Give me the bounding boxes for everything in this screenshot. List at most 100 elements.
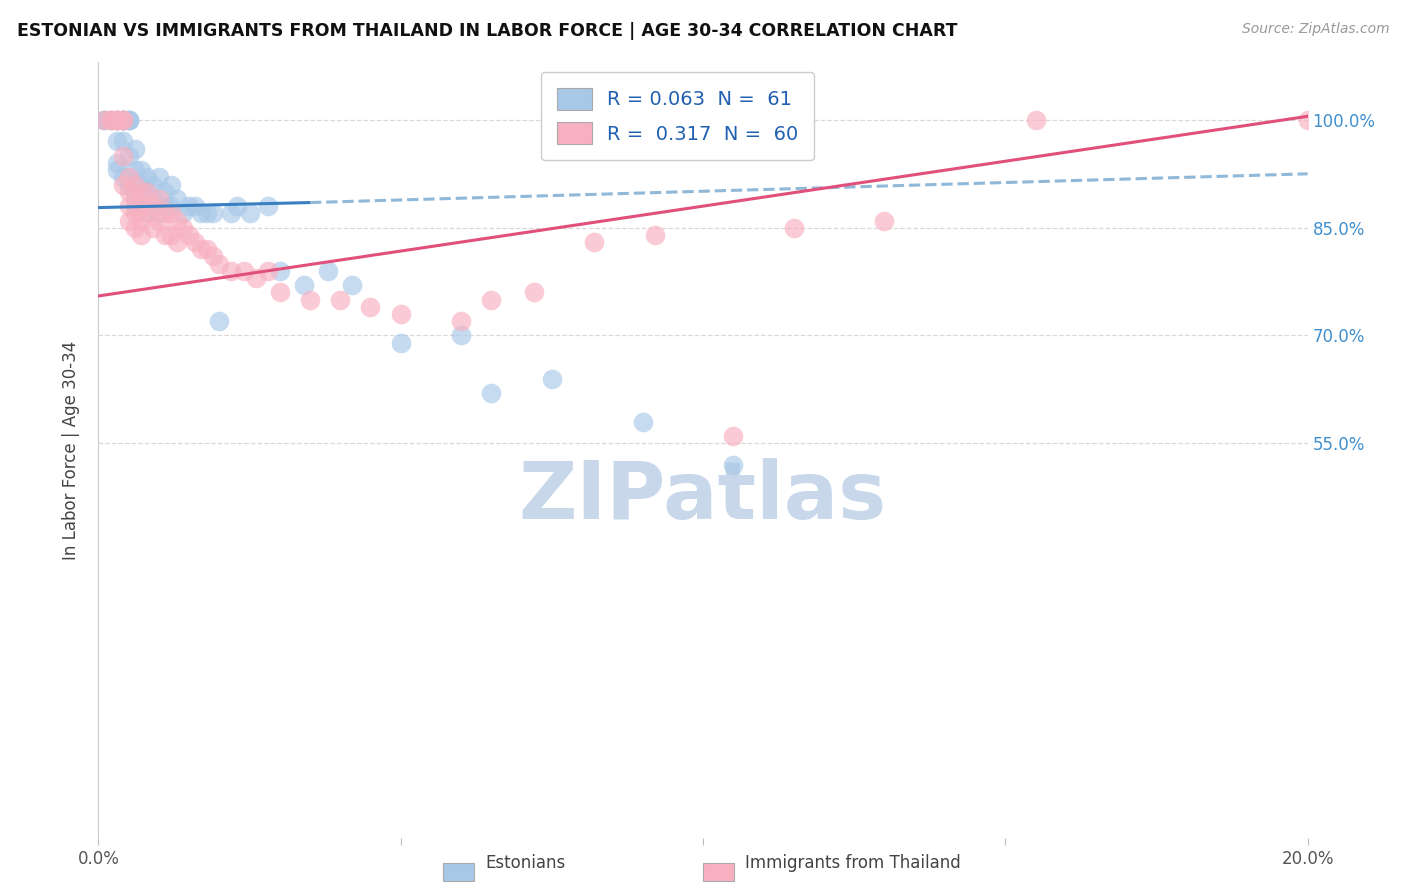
- Point: [450, 328, 472, 343]
- Point: [111, 112, 134, 127]
- FancyBboxPatch shape: [443, 863, 474, 881]
- Point: [111, 112, 134, 127]
- Point: [124, 220, 146, 235]
- Point: [148, 213, 170, 227]
- Point: [129, 185, 152, 199]
- Point: [124, 142, 146, 156]
- Point: [166, 235, 188, 249]
- Point: [172, 206, 194, 220]
- Point: [190, 242, 212, 256]
- Point: [153, 227, 176, 242]
- Point: [118, 112, 141, 127]
- Point: [100, 112, 122, 127]
- Point: [105, 112, 128, 127]
- Point: [160, 199, 183, 213]
- Point: [389, 335, 412, 350]
- Point: [118, 149, 141, 163]
- Point: [184, 235, 207, 249]
- Point: [124, 178, 146, 192]
- Point: [160, 227, 183, 242]
- Point: [111, 112, 134, 127]
- Point: [129, 213, 152, 227]
- Point: [1296, 112, 1319, 127]
- Point: [142, 178, 165, 192]
- Point: [202, 250, 225, 264]
- Text: Estonians: Estonians: [485, 855, 565, 872]
- Point: [269, 285, 291, 300]
- Point: [783, 220, 806, 235]
- Point: [124, 163, 146, 178]
- Point: [153, 199, 176, 213]
- Point: [644, 227, 666, 242]
- Point: [172, 220, 194, 235]
- Point: [105, 163, 128, 178]
- Point: [118, 213, 141, 227]
- Point: [179, 227, 201, 242]
- Point: [179, 199, 201, 213]
- Point: [723, 429, 745, 443]
- Legend: R = 0.063  N =  61, R =  0.317  N =  60: R = 0.063 N = 61, R = 0.317 N = 60: [541, 72, 814, 160]
- Point: [124, 185, 146, 199]
- Point: [256, 199, 278, 213]
- Point: [135, 170, 157, 185]
- Point: [118, 112, 141, 127]
- Point: [111, 135, 134, 149]
- Point: [100, 112, 122, 127]
- Point: [160, 206, 183, 220]
- Point: [239, 206, 262, 220]
- Point: [111, 112, 134, 127]
- Point: [221, 206, 243, 220]
- Point: [292, 278, 315, 293]
- Point: [148, 206, 170, 220]
- Point: [184, 199, 207, 213]
- Point: [208, 257, 231, 271]
- Point: [208, 314, 231, 328]
- Point: [873, 213, 896, 227]
- Point: [202, 206, 225, 220]
- Point: [124, 192, 146, 206]
- Point: [245, 271, 267, 285]
- Point: [129, 199, 152, 213]
- Point: [118, 170, 141, 185]
- Point: [148, 192, 170, 206]
- Point: [142, 199, 165, 213]
- Text: ESTONIAN VS IMMIGRANTS FROM THAILAND IN LABOR FORCE | AGE 30-34 CORRELATION CHAR: ESTONIAN VS IMMIGRANTS FROM THAILAND IN …: [17, 22, 957, 40]
- Text: ZIPatlas: ZIPatlas: [519, 458, 887, 536]
- Point: [316, 264, 339, 278]
- Point: [329, 293, 352, 307]
- Point: [299, 293, 322, 307]
- Point: [124, 199, 146, 213]
- Point: [226, 199, 249, 213]
- Point: [105, 112, 128, 127]
- Point: [190, 206, 212, 220]
- Point: [166, 213, 188, 227]
- Point: [118, 199, 141, 213]
- Point: [221, 264, 243, 278]
- Point: [111, 170, 134, 185]
- Point: [540, 371, 562, 385]
- Point: [450, 314, 472, 328]
- Point: [142, 192, 165, 206]
- Point: [256, 264, 278, 278]
- Point: [129, 163, 152, 178]
- Point: [105, 112, 128, 127]
- Point: [153, 185, 176, 199]
- Point: [342, 278, 364, 293]
- Text: Source: ZipAtlas.com: Source: ZipAtlas.com: [1241, 22, 1389, 37]
- Point: [166, 192, 188, 206]
- Point: [135, 206, 157, 220]
- Point: [481, 293, 503, 307]
- Point: [135, 185, 157, 199]
- Point: [583, 235, 606, 249]
- Point: [1024, 112, 1046, 127]
- Point: [723, 458, 745, 472]
- Point: [481, 386, 503, 401]
- Point: [93, 112, 115, 127]
- Point: [118, 178, 141, 192]
- Point: [105, 135, 128, 149]
- Point: [523, 285, 546, 300]
- Point: [129, 178, 152, 192]
- Point: [269, 264, 291, 278]
- Point: [129, 227, 152, 242]
- Y-axis label: In Labor Force | Age 30-34: In Labor Force | Age 30-34: [62, 341, 80, 560]
